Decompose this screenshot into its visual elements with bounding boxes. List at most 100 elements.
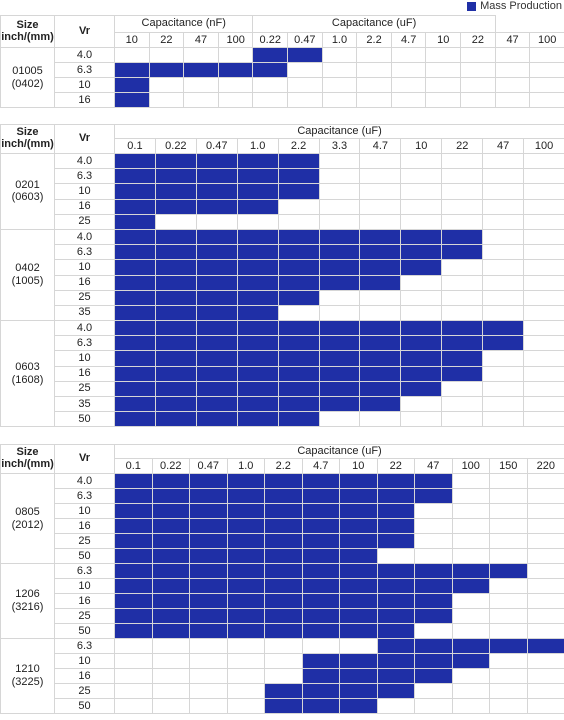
empty-cell xyxy=(489,653,528,669)
empty-cell xyxy=(359,411,402,428)
empty-cell xyxy=(321,77,358,93)
empty-cell xyxy=(301,638,340,654)
mass-production-cell xyxy=(236,395,279,413)
mass-production-cell xyxy=(236,289,279,306)
mass-production-cell xyxy=(277,152,320,170)
table-row: 35 xyxy=(1,304,564,322)
empty-cell xyxy=(482,213,525,230)
mass-production-cell xyxy=(195,244,238,261)
empty-cell xyxy=(114,653,153,669)
size-header: Size inch/(mm) xyxy=(0,124,55,154)
empty-cell xyxy=(217,92,254,108)
empty-cell xyxy=(482,168,525,185)
empty-cell xyxy=(390,92,427,108)
mass-production-cell xyxy=(441,365,484,382)
mass-production-cell xyxy=(264,593,303,609)
mass-production-cell xyxy=(301,533,340,549)
capacitance-value-header: 150 xyxy=(489,458,528,474)
mass-production-cell xyxy=(189,623,228,639)
capacitance-group-header: Capacitance (uF) xyxy=(252,15,496,33)
mass-production-cell xyxy=(195,183,238,200)
voltage-rating: 4.0 xyxy=(54,228,115,246)
empty-cell xyxy=(451,593,490,609)
empty-cell xyxy=(441,183,484,200)
mass-production-cell xyxy=(287,47,323,63)
mass-production-cell xyxy=(183,62,219,78)
mass-production-cell xyxy=(414,608,453,624)
mass-production-cell xyxy=(264,488,303,504)
empty-cell xyxy=(425,92,462,108)
empty-cell xyxy=(264,653,303,669)
empty-cell xyxy=(264,668,303,684)
empty-cell xyxy=(529,47,564,63)
mass-production-cell xyxy=(277,289,320,306)
mass-production-cell xyxy=(236,304,279,322)
empty-cell xyxy=(482,380,525,398)
mass-production-cell xyxy=(451,563,490,579)
voltage-rating: 25 xyxy=(54,289,115,306)
empty-cell xyxy=(523,183,564,200)
mass-production-cell xyxy=(376,608,415,624)
capacitance-table-01005: Size inch/(mm) Vr Capacitance (nF) Capacita… xyxy=(0,15,564,108)
mass-production-cell xyxy=(195,350,238,367)
mass-production-cell xyxy=(114,380,156,398)
voltage-rating: 35 xyxy=(54,304,115,322)
empty-cell xyxy=(189,638,228,654)
empty-cell xyxy=(318,304,361,322)
empty-cell xyxy=(451,533,490,549)
table-row: 6.3 xyxy=(1,168,564,185)
empty-cell xyxy=(356,77,392,93)
empty-cell xyxy=(414,683,453,699)
empty-cell xyxy=(523,350,564,367)
empty-cell xyxy=(414,503,453,519)
mass-production-cell xyxy=(339,503,378,519)
mass-production-cell xyxy=(301,503,340,519)
mass-production-cell xyxy=(339,593,378,609)
capacitance-value-header: 47 xyxy=(494,32,531,48)
empty-cell xyxy=(441,213,484,230)
table-row: 16 xyxy=(1,593,564,609)
mass-production-cell xyxy=(236,380,279,398)
empty-cell xyxy=(154,213,197,230)
mass-production-cell xyxy=(114,152,156,170)
vr-header: Vr xyxy=(54,124,115,154)
mass-production-cell xyxy=(441,350,484,367)
empty-cell xyxy=(482,395,525,413)
mass-production-cell xyxy=(114,365,156,382)
vr-header: Vr xyxy=(54,444,115,474)
mass-production-cell xyxy=(376,623,415,639)
mass-production-cell xyxy=(114,473,153,489)
mass-production-cell xyxy=(318,228,361,246)
empty-cell xyxy=(151,683,190,699)
mass-production-cell xyxy=(301,488,340,504)
empty-cell xyxy=(114,47,150,63)
empty-cell xyxy=(526,668,564,684)
mass-production-cell xyxy=(114,563,153,579)
table-row: 6.3 xyxy=(1,62,564,78)
empty-cell xyxy=(148,77,185,93)
empty-cell xyxy=(529,62,564,78)
mass-production-cell xyxy=(151,593,190,609)
mass-production-cell xyxy=(236,198,279,215)
empty-cell xyxy=(359,168,402,185)
mass-production-cell xyxy=(151,518,190,534)
empty-cell xyxy=(226,653,265,669)
mass-production-cell xyxy=(154,365,197,382)
empty-cell xyxy=(425,47,462,63)
empty-cell xyxy=(441,274,484,291)
mass-production-cell xyxy=(114,395,156,413)
mass-production-cell xyxy=(414,473,453,489)
empty-cell xyxy=(489,608,528,624)
empty-cell xyxy=(217,77,254,93)
mass-production-cell xyxy=(400,259,443,276)
empty-cell xyxy=(489,503,528,519)
mass-production-cell xyxy=(195,152,238,170)
mass-production-cell xyxy=(339,698,378,714)
empty-cell xyxy=(359,289,402,306)
empty-cell xyxy=(114,698,153,714)
empty-cell xyxy=(414,548,453,564)
empty-cell xyxy=(482,183,525,200)
mass-production-cell xyxy=(195,168,238,185)
empty-cell xyxy=(460,77,496,93)
mass-production-cell xyxy=(359,365,402,382)
